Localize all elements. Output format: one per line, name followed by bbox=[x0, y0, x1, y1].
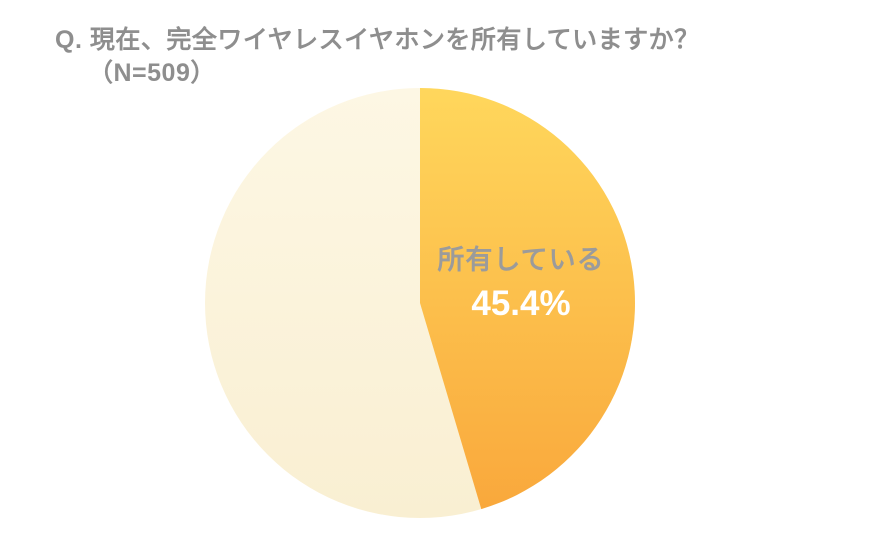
pie-chart-svg bbox=[205, 88, 635, 518]
pie-slice-owned-value: 45.4% bbox=[471, 284, 571, 323]
chart-title-line1: Q. 現在、完全ワイヤレスイヤホンを所有していますか？ bbox=[55, 26, 700, 54]
chart-title: Q. 現在、完全ワイヤレスイヤホンを所有していますか？ （N=509） bbox=[55, 24, 700, 90]
pie-slice-owned bbox=[420, 88, 635, 510]
pie-chart: 所有している 45.4% bbox=[205, 88, 635, 518]
pie-slice-owned-label: 所有している bbox=[437, 245, 605, 275]
chart-title-line2: （N=509） bbox=[88, 59, 216, 87]
